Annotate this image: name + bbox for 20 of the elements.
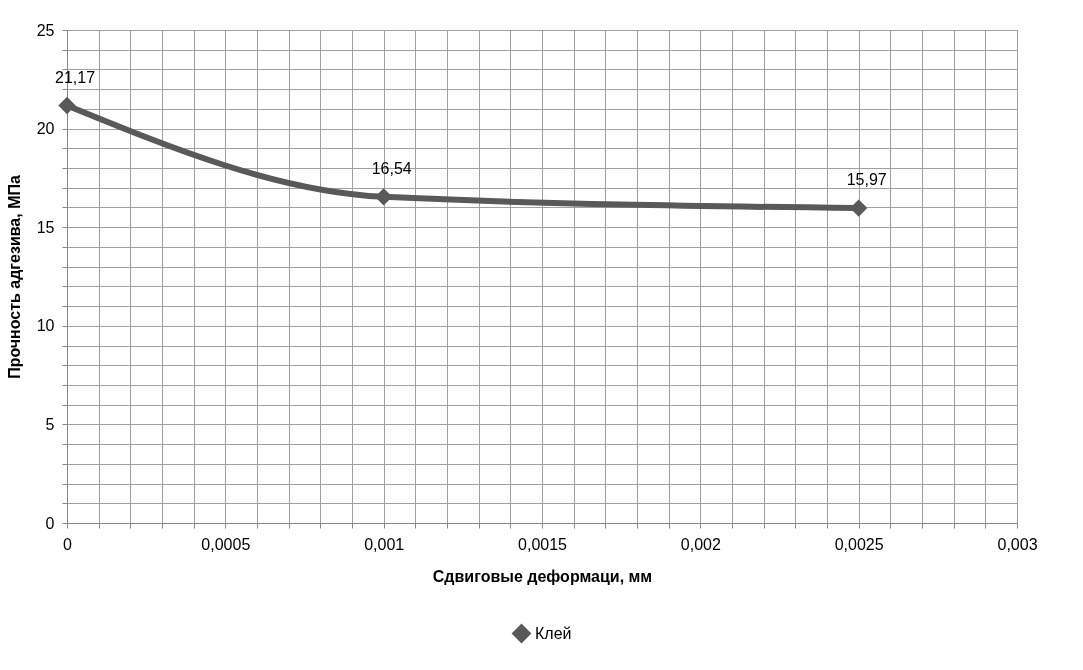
x-axis-title: Сдвиговые деформаци, мм: [432, 567, 653, 585]
y-tick-label: 5: [45, 415, 55, 433]
y-tick-label: 15: [36, 218, 55, 236]
y-tick-label: 0: [45, 514, 55, 532]
point: [58, 96, 76, 115]
x-tick-label: 0,0005: [201, 535, 251, 553]
y-tick-label: 10: [36, 317, 55, 335]
x-tick-label: 0,001: [364, 535, 405, 553]
x-tick-label: 0,0015: [518, 535, 568, 553]
data-label: 16,54: [371, 159, 412, 177]
x-tick-label: 0: [63, 535, 73, 553]
legend-label: Клей: [535, 624, 572, 642]
y-tick-label: 25: [36, 21, 55, 39]
y-tick-label: 20: [36, 120, 55, 138]
x-tick-label: 0,003: [997, 535, 1038, 553]
data-label: 21,17: [54, 68, 96, 86]
x-tick-label: 0,002: [680, 535, 721, 553]
y-axis-title: Прочность адгезива, МПа: [5, 175, 23, 379]
x-tick-label: 0,0025: [834, 535, 884, 553]
data-label: 15,97: [846, 171, 887, 189]
